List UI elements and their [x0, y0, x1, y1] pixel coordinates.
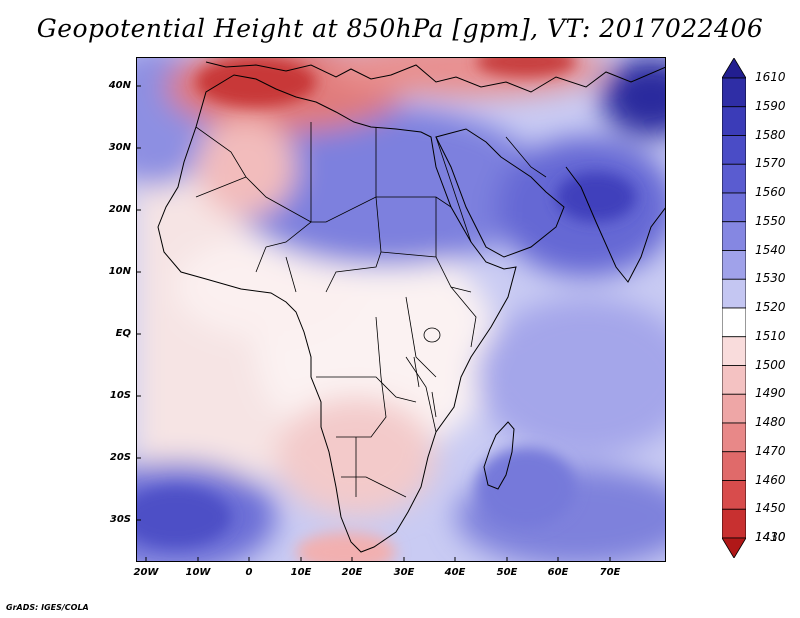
arabia-coastline [435, 128, 565, 258]
lon-label-60e: 60E [547, 567, 569, 578]
lat-label-30n: 30N [108, 142, 131, 153]
field-india-core [556, 172, 636, 222]
colorbar-swatch [722, 393, 746, 424]
field-aegean-core [476, 57, 576, 77]
colorbar-level-label: 1550 [755, 213, 786, 228]
field-indian-ocean-blue [476, 297, 666, 457]
colorbar-level-label: 1540 [755, 242, 786, 257]
colorbar-level-label: 1470 [755, 443, 786, 458]
colorbar-bottom-arrow [722, 537, 746, 558]
colorbar-swatch [722, 221, 746, 251]
colorbar-swatch [722, 451, 746, 481]
axis-ticks [136, 85, 611, 562]
lon-label-50e: 50E [496, 567, 518, 578]
lon-label-70e: 70E [599, 567, 621, 578]
colorbar-swatch [722, 250, 746, 280]
colorbar-swatch [722, 307, 746, 338]
europe-coastline [205, 61, 666, 93]
colorbar-swatch [722, 106, 746, 136]
colorbar-swatch [722, 336, 746, 366]
colorbar-level-label: 1570 [755, 156, 786, 171]
lat-label-10n: 10N [108, 266, 131, 277]
colorbar-level-label: 1530 [755, 271, 786, 286]
lat-label-20s: 20S [109, 452, 131, 463]
field-northwest-africa-pink [196, 117, 296, 217]
field-med-core [196, 57, 316, 107]
colorbar-swatch [722, 422, 746, 453]
field-cape-pink [296, 532, 396, 562]
lon-label-20w: 20W [133, 567, 159, 578]
map-frame [136, 57, 666, 562]
colorbar-level-label: 1520 [755, 300, 786, 314]
lon-label-40e: 40E [444, 567, 466, 578]
colorbar-swatch [722, 77, 746, 108]
colorbar-level-label: 1410 [755, 530, 786, 544]
india-coastline [565, 166, 666, 283]
colorbar-top-arrow [722, 58, 746, 79]
colorbar-level-label: 1610 [755, 70, 786, 84]
colorbar-level-label: 1480 [755, 415, 786, 429]
colorbar-level-label: 1460 [755, 472, 786, 487]
colorbar-swatch [722, 508, 746, 539]
lake-tanganyika [413, 356, 420, 388]
chart-title: Geopotential Height at 850hPa [gpm], VT:… [36, 14, 764, 43]
lon-label-30e: 30E [393, 567, 415, 578]
lon-label-0: 0 [245, 567, 253, 578]
lat-label-eq: EQ [115, 328, 131, 339]
colorbar-swatch [722, 278, 746, 309]
lon-label-10e: 10E [290, 567, 312, 578]
field-west-africa-white [176, 237, 356, 337]
lat-label-10s: 10S [109, 390, 131, 401]
lake-malawi [431, 391, 437, 418]
red-sea-coast [435, 136, 472, 243]
field-sw-atlantic-core [136, 487, 231, 547]
madagascar-coastline [483, 421, 515, 490]
lat-label-30s: 30S [109, 514, 131, 525]
africa-coastline [157, 74, 517, 553]
persian-gulf-coast [505, 136, 547, 178]
lat-label-20n: 20N [108, 204, 131, 215]
field-madagascar-blue [476, 447, 576, 527]
lake-victoria [423, 327, 441, 343]
colorbar-level-label: 1500 [755, 357, 786, 372]
colorbar-level-label: 1490 [755, 386, 786, 401]
colorbar-level-label: 1430 [755, 530, 786, 544]
country-borders [195, 122, 477, 498]
colorbar [722, 58, 746, 558]
colorbar-level-label: 1590 [755, 98, 786, 113]
colorbar-swatch [722, 163, 746, 194]
colorbar-swatch [722, 192, 746, 223]
colorbar-level-label: 1580 [755, 127, 786, 142]
lon-label-20e: 20E [341, 567, 363, 578]
colorbar-swatch [722, 480, 746, 510]
grads-credit: GrADS: IGES/COLA [6, 603, 89, 612]
lon-label-10w: 10W [185, 567, 211, 578]
lat-label-40n: 40N [108, 80, 131, 91]
colorbar-level-label: 1510 [755, 328, 786, 343]
colorbar-level-label: 1560 [755, 185, 786, 199]
colorbar-swatch [722, 135, 746, 165]
map-plot [136, 57, 666, 562]
colorbar-swatch [722, 365, 746, 395]
colorbar-level-label: 1450 [755, 501, 786, 516]
